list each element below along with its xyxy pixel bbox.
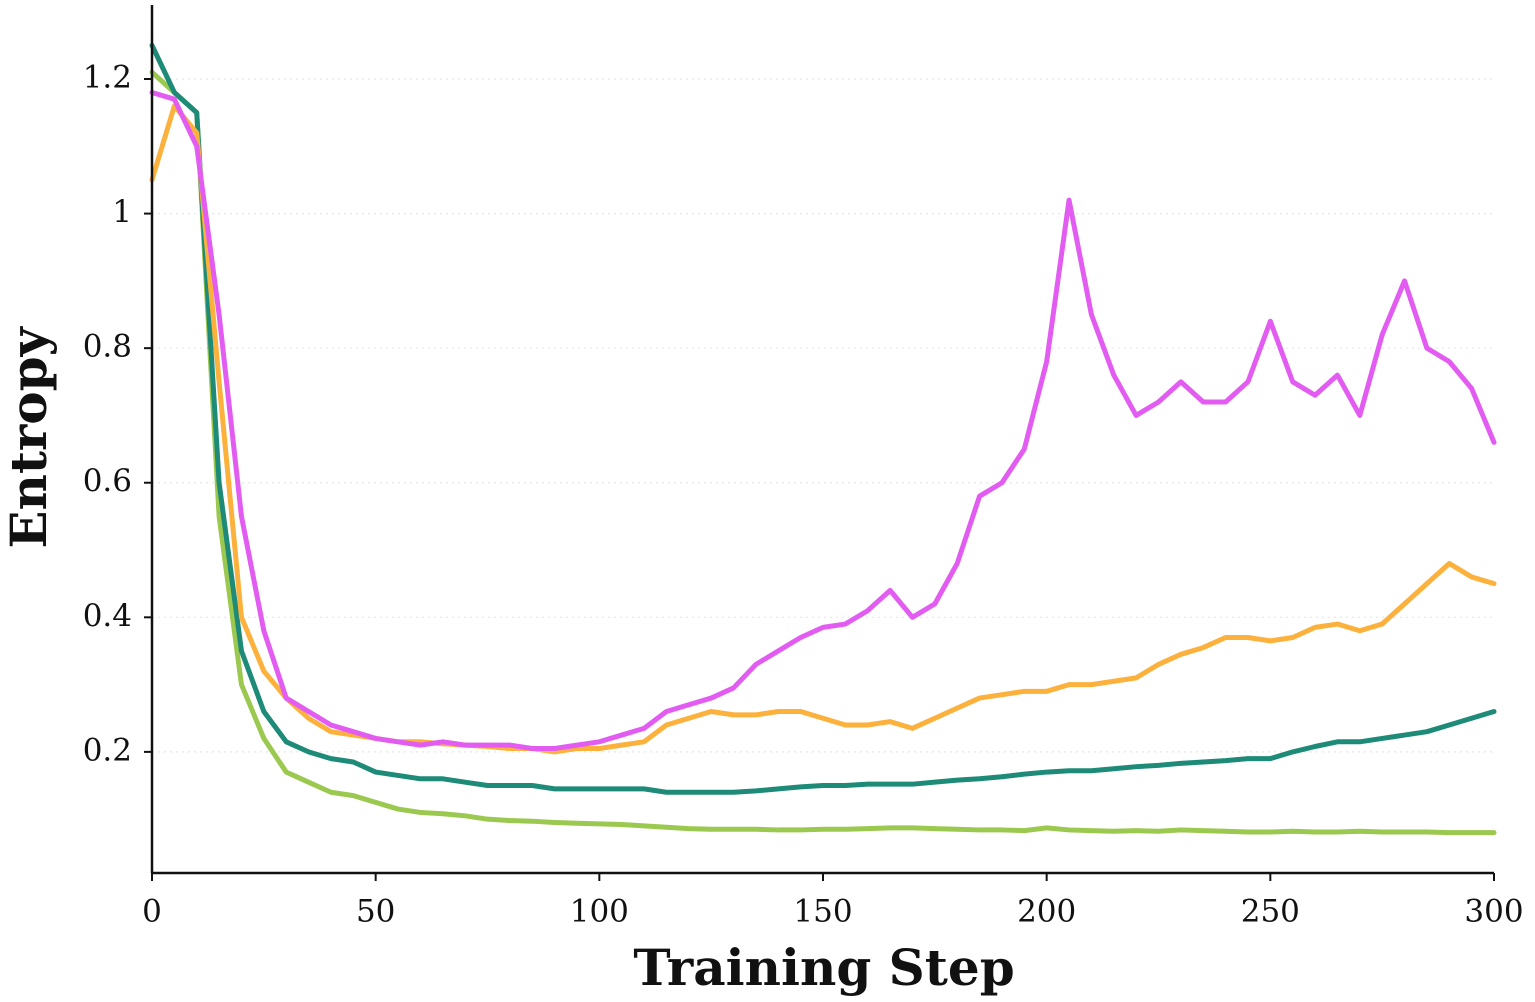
- x-tick-label: 200: [1017, 894, 1076, 930]
- line-series: [149, 89, 1497, 752]
- y-tick-label: 1: [112, 194, 132, 230]
- x-tick-label: 100: [570, 894, 629, 930]
- y-tick-label: 1.2: [83, 60, 132, 96]
- x-tick-label: 0: [142, 894, 162, 930]
- x-tick-label: 250: [1241, 894, 1300, 930]
- line-series: [149, 42, 1497, 795]
- line-series: [149, 69, 1497, 836]
- y-tick-label: 0.6: [83, 463, 132, 499]
- y-axis-label: Entropy: [0, 325, 58, 548]
- line-series: [149, 103, 1497, 755]
- x-axis-label: Training Step: [633, 938, 1014, 997]
- y-tick-label: 0.8: [83, 329, 132, 365]
- x-tick-label: 300: [1464, 894, 1523, 930]
- y-tick-label: 0.2: [83, 732, 132, 768]
- x-tick-label: 150: [793, 894, 852, 930]
- x-tick-label: 50: [356, 894, 395, 930]
- y-tick-label: 0.4: [83, 598, 132, 634]
